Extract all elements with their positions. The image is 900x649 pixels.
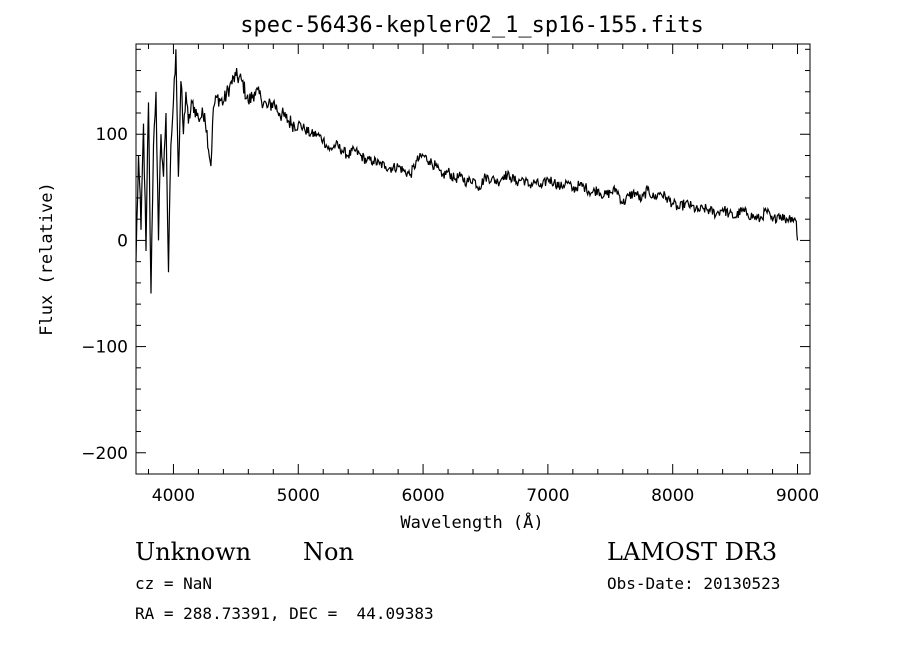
y-tick-label: −100 [81,338,128,358]
x-tick-label: 4000 [152,486,195,506]
object-subclass: Non [303,538,354,566]
y-tick-label: −200 [81,444,128,464]
y-axis-label: Flux (relative) [37,182,57,336]
survey-name: LAMOST DR3 [607,538,778,566]
x-tick-label: 9000 [776,486,819,506]
spectrum-line [135,49,799,294]
y-tick-label: 100 [96,125,128,145]
x-tick-label: 7000 [526,486,569,506]
plot-frame [135,43,811,475]
redshift-cz: cz = NaN [135,574,213,593]
x-tick-label: 6000 [401,486,444,506]
object-class: Unknown [135,538,252,566]
sky-coordinates: RA = 288.73391, DEC = 44.09383 [135,604,434,623]
x-tick-label: 5000 [277,486,320,506]
x-axis-label: Wavelength (Å) [400,511,543,533]
observation-date: Obs-Date: 20130523 [607,574,781,593]
axis-tick-labels: 4000 5000 6000 7000 8000 9000 −200 −100 0 100 [81,125,819,506]
chart-title: spec-56436-kepler02_1_sp16-155.fits [240,13,704,38]
axis-ticks [136,44,810,475]
y-tick-label: 0 [117,231,128,251]
x-tick-label: 8000 [651,486,694,506]
